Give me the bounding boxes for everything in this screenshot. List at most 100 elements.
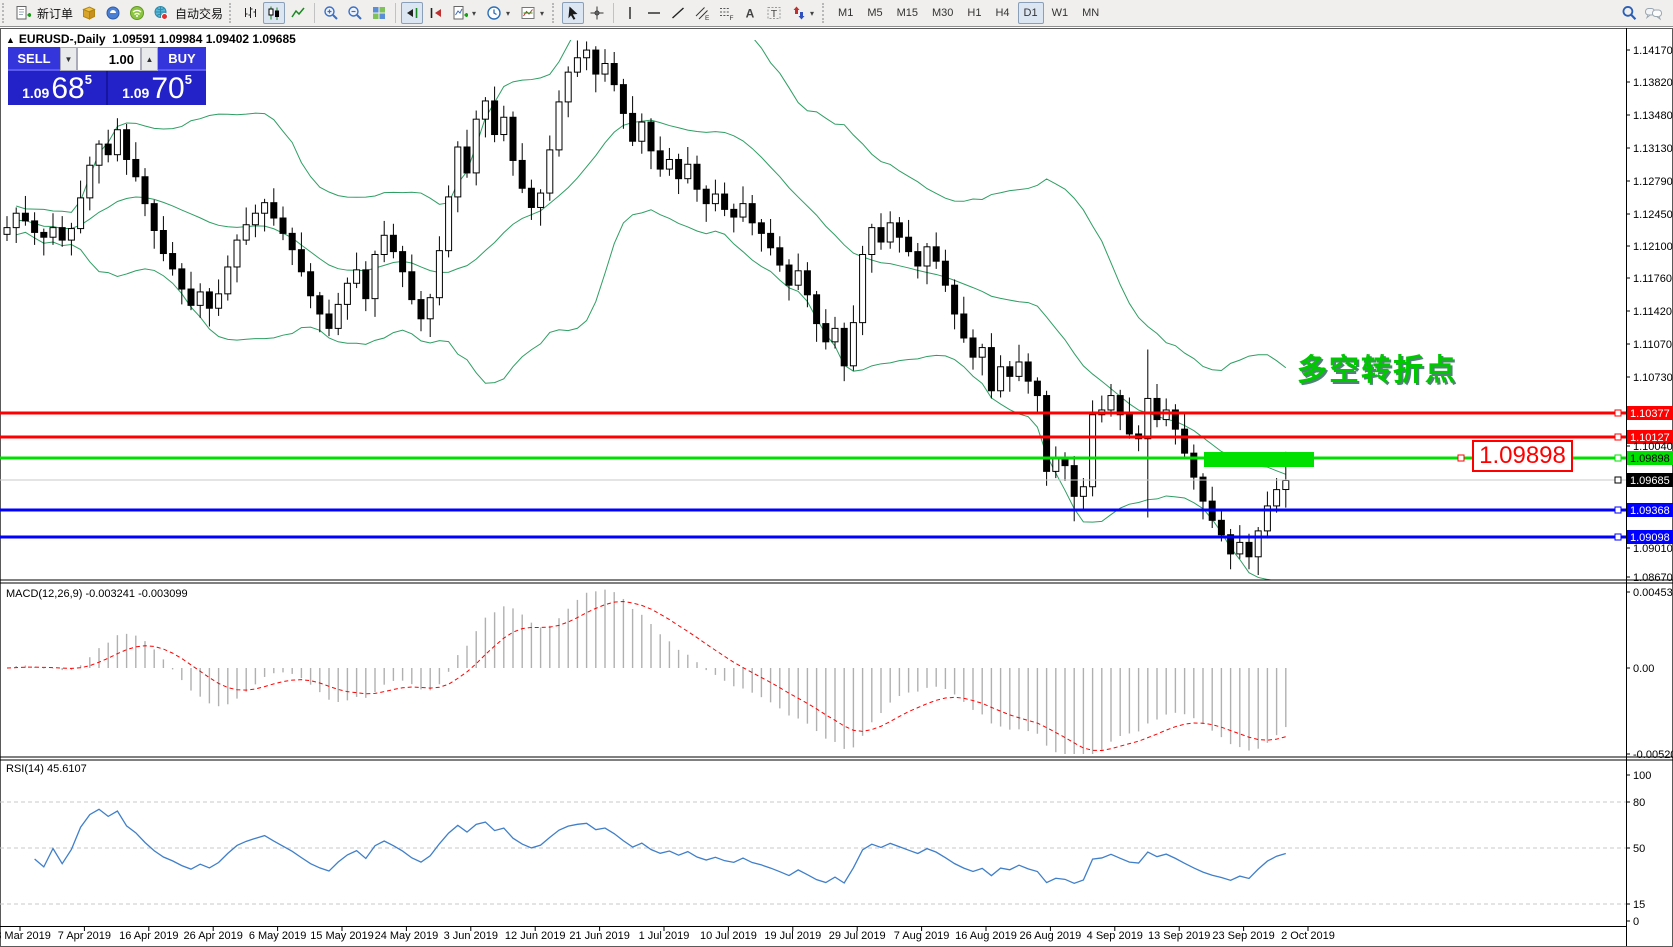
toolbar-grip[interactable] — [552, 3, 557, 23]
svg-text:1.11420: 1.11420 — [1633, 306, 1672, 318]
buy-price[interactable]: 1.09 70 5 — [108, 71, 206, 105]
svg-text:1.10730: 1.10730 — [1633, 372, 1673, 384]
sell-button[interactable]: SELL — [8, 47, 60, 71]
crosshair-button[interactable] — [586, 2, 608, 24]
autotrading-button[interactable] — [150, 2, 172, 24]
arrows-dropdown-caret[interactable]: ▾ — [810, 8, 815, 18]
zoom-out-button[interactable] — [344, 2, 366, 24]
volume-decrease-button[interactable]: ▼ — [60, 47, 77, 71]
toolbar-separator — [395, 3, 397, 23]
text-button[interactable]: A — [739, 2, 761, 24]
date-label: 26 Apr 2019 — [184, 930, 243, 942]
date-label: 16 Aug 2019 — [955, 930, 1017, 942]
sell-price-sup: 5 — [84, 72, 92, 87]
chart-ohlc-values: 1.09591 1.09984 1.09402 1.09685 — [112, 32, 296, 46]
date-axis[interactable]: 28 Mar 2019 7 Apr 2019 16 Apr 2019 26 Apr 2… — [0, 927, 1335, 942]
chat-button[interactable] — [1642, 2, 1664, 24]
timeframes-button[interactable] — [483, 2, 505, 24]
price-divider — [106, 71, 108, 105]
price-callout-box[interactable]: 1.09898 — [1472, 440, 1573, 472]
buy-button[interactable]: BUY — [158, 47, 206, 71]
toolbar-grip[interactable] — [822, 3, 827, 23]
date-label: 15 May 2019 — [310, 930, 374, 942]
horizontal-line-button[interactable] — [643, 2, 665, 24]
horizontal-lines-layer[interactable]: 1.10377 1.10127 1.09898 1.09685 1.09368 1.090… — [0, 406, 1673, 544]
bar-chart-button[interactable] — [239, 2, 261, 24]
toolbar-grip[interactable] — [229, 3, 234, 23]
collapse-triangle-icon[interactable]: ▲ — [6, 35, 15, 45]
vertical-line-button[interactable] — [619, 2, 641, 24]
date-label: 19 Jul 2019 — [764, 930, 821, 942]
clock-icon — [487, 6, 501, 20]
hline-handle[interactable] — [1614, 533, 1622, 541]
price-badge-label: 1.09098 — [1630, 532, 1670, 544]
indicators-dropdown-caret[interactable]: ▾ — [472, 8, 477, 18]
equidistant-channel-button[interactable]: E — [691, 2, 713, 24]
tile-windows-button[interactable] — [368, 2, 390, 24]
toolbar-grip[interactable] — [2, 3, 7, 23]
svg-text:A: A — [746, 7, 755, 21]
auto-scroll-button[interactable] — [401, 2, 424, 24]
indicators-icon — [453, 6, 469, 20]
arrows-icon — [793, 6, 805, 20]
timeframe-mn[interactable]: MN — [1082, 7, 1100, 19]
date-label: 7 Apr 2019 — [58, 930, 111, 942]
green-zone-rectangle[interactable] — [1204, 452, 1314, 467]
text-label-button[interactable]: T — [763, 2, 785, 24]
community-button[interactable] — [102, 2, 124, 24]
chart-shift-button[interactable] — [425, 2, 447, 24]
hline-handle[interactable] — [1614, 433, 1622, 441]
svg-text:1.13820: 1.13820 — [1633, 77, 1673, 89]
volume-increase-button[interactable]: ▲ — [141, 47, 158, 71]
search-button[interactable] — [1618, 2, 1640, 24]
cursor-button[interactable] — [562, 2, 585, 24]
arrows-button[interactable] — [787, 2, 809, 24]
indicators-button[interactable] — [449, 2, 471, 24]
autotrading-label[interactable]: 自动交易 — [175, 6, 224, 21]
templates-dropdown-caret[interactable]: ▾ — [540, 8, 545, 18]
new-order-button[interactable] — [12, 2, 34, 24]
chat-icon — [1644, 7, 1662, 20]
date-label: 2 Oct 2019 — [1281, 930, 1335, 942]
line-chart-button[interactable] — [287, 2, 309, 24]
timeframe-m1[interactable]: M1 — [838, 7, 854, 19]
timeframes-dropdown-caret[interactable]: ▾ — [506, 8, 511, 18]
line-chart-icon — [291, 7, 305, 18]
autotrading-icon — [154, 6, 169, 20]
timeframe-m5[interactable]: M5 — [867, 7, 883, 19]
market-watch-button[interactable] — [78, 2, 100, 24]
hline-handle[interactable] — [1614, 409, 1622, 417]
signals-button[interactable] — [126, 2, 148, 24]
date-label: 1 Jul 2019 — [639, 930, 690, 942]
fibonacci-button[interactable]: F — [715, 2, 737, 24]
hline-handle[interactable] — [1614, 476, 1622, 484]
toolbar-right-group — [1617, 2, 1665, 24]
timeframe-h4[interactable]: H4 — [995, 7, 1010, 19]
volume-input[interactable]: 1.00 — [77, 47, 141, 71]
new-order-label[interactable]: 新订单 — [37, 6, 74, 21]
candlestick-chart-icon — [268, 6, 280, 20]
date-label: 10 Jul 2019 — [700, 930, 757, 942]
hline-handle[interactable] — [1614, 506, 1622, 514]
zoom-in-icon — [324, 6, 338, 20]
svg-text:1.11760: 1.11760 — [1633, 273, 1672, 285]
timeframe-h1[interactable]: H1 — [967, 7, 982, 19]
toolbar-separator — [314, 3, 316, 23]
turning-point-annotation[interactable]: 多空转折点 — [1297, 354, 1457, 387]
price-badge-label: 1.09368 — [1630, 505, 1670, 517]
candlestick-chart-button[interactable] — [263, 2, 286, 24]
timeframe-m15[interactable]: M15 — [896, 7, 918, 19]
trendline-button[interactable] — [667, 2, 689, 24]
templates-button[interactable] — [517, 2, 539, 24]
market-watch-icon — [82, 6, 96, 20]
hline-handle[interactable] — [1614, 454, 1622, 462]
timeframe-d1[interactable]: D1 — [1017, 2, 1044, 24]
timeframe-w1[interactable]: W1 — [1051, 7, 1069, 19]
timeframe-m30[interactable]: M30 — [932, 7, 954, 19]
macd-layer — [6, 589, 1287, 754]
svg-text:F: F — [730, 15, 734, 21]
zoom-in-button[interactable] — [320, 2, 342, 24]
sell-price[interactable]: 1.09 68 5 — [8, 71, 106, 105]
